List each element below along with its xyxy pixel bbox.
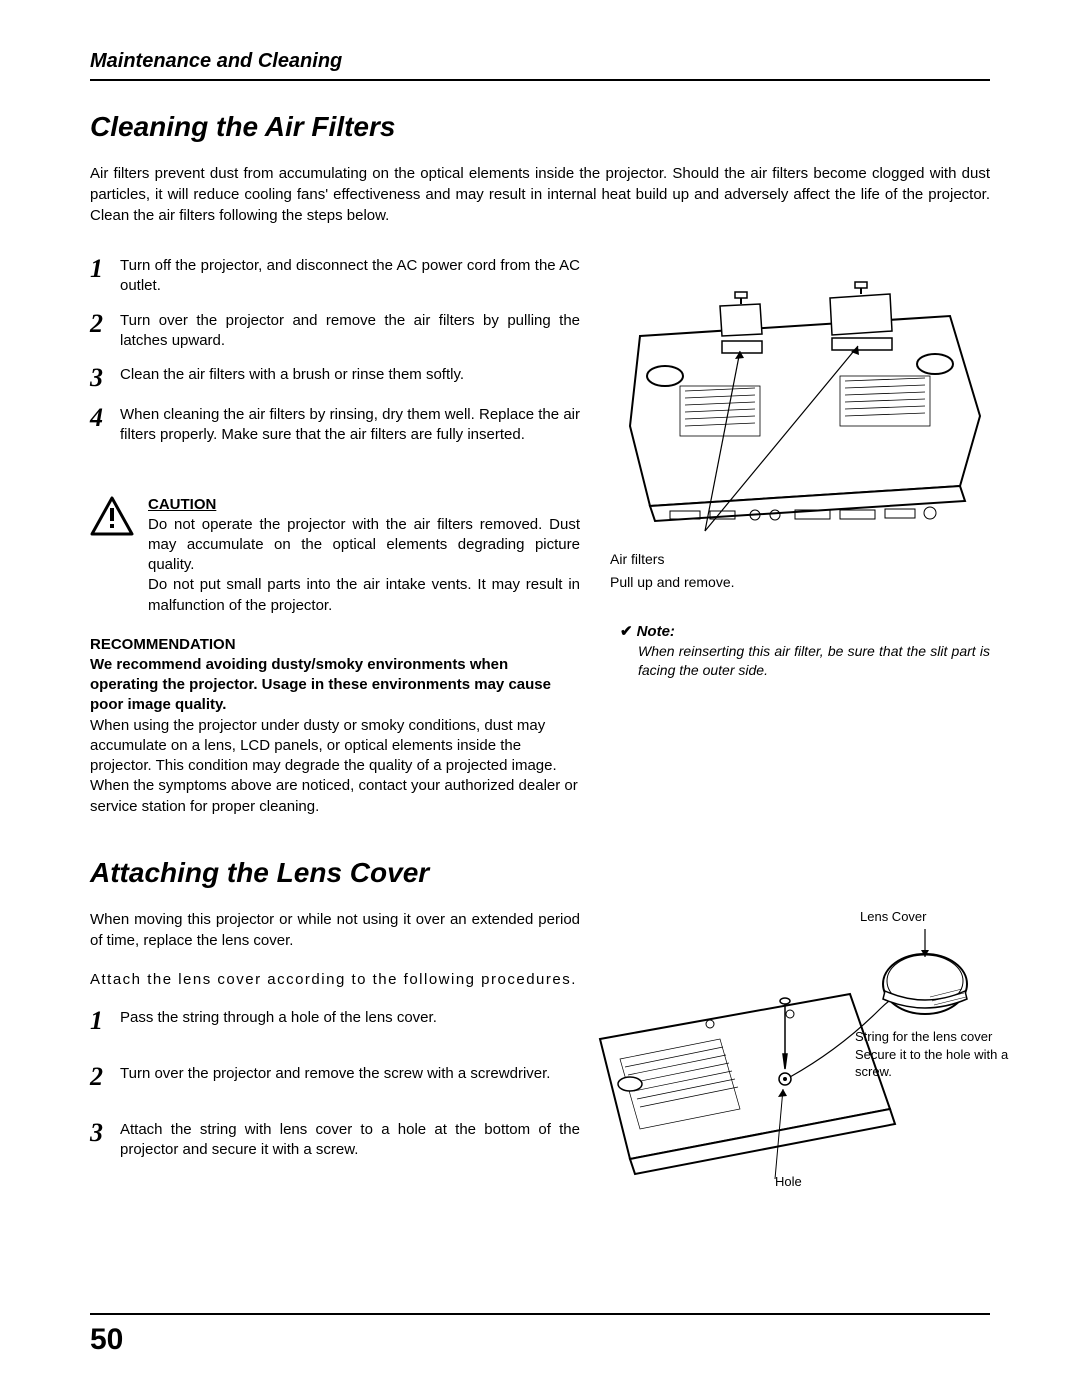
caution-block: CAUTION Do not operate the projector wit… (90, 496, 580, 616)
step2-1: 1 Pass the string through a hole of the … (90, 1008, 580, 1034)
step-text: When cleaning the air filters by rinsing… (120, 405, 580, 446)
step-num: 3 (90, 1120, 120, 1146)
caution-text1: Do not operate the projector with the ai… (148, 515, 580, 576)
step-text: Turn off the projector, and disconnect t… (120, 256, 580, 297)
section2-left: When moving this projector or while not … (90, 909, 580, 1189)
note-block: Note: When reinserting this air filter, … (620, 622, 990, 680)
section1-intro: Air filters prevent dust from accumulati… (90, 163, 990, 226)
recommendation-block: RECOMMENDATION We recommend avoiding dus… (90, 636, 580, 817)
caution-text2: Do not put small parts into the air inta… (148, 575, 580, 616)
step-text: Turn over the projector and remove the s… (120, 1064, 580, 1084)
footer: 50 (90, 1313, 990, 1357)
section1-title: Cleaning the Air Filters (90, 111, 990, 143)
caution-icon (90, 496, 134, 536)
note-text: When reinserting this air filter, be sur… (638, 642, 990, 680)
figure-label-2: Pull up and remove. (610, 573, 990, 592)
figure-label-1: Air filters (610, 550, 990, 569)
step-num: 2 (90, 1064, 120, 1090)
step-1: 1 Turn off the projector, and disconnect… (90, 256, 580, 297)
note-title: Note: (620, 622, 990, 640)
step-num: 4 (90, 405, 120, 431)
step-text: Clean the air filters with a brush or ri… (120, 365, 580, 385)
section2-title: Attaching the Lens Cover (90, 857, 990, 889)
section1-left: 1 Turn off the projector, and disconnect… (90, 256, 580, 817)
section2-columns: When moving this projector or while not … (90, 909, 990, 1189)
step-num: 2 (90, 311, 120, 337)
recommendation-text2: When the symptoms above are noticed, con… (90, 776, 580, 817)
section1-right: Air filters Pull up and remove. Note: Wh… (610, 256, 990, 817)
step-text: Attach the string with lens cover to a h… (120, 1120, 580, 1161)
recommendation-bold: We recommend avoiding dusty/smoky enviro… (90, 655, 580, 716)
caution-content: CAUTION Do not operate the projector wit… (148, 496, 580, 616)
caution-title: CAUTION (148, 496, 580, 513)
page-number: 50 (90, 1323, 990, 1357)
step-3: 3 Clean the air filters with a brush or … (90, 365, 580, 391)
section2-right: Lens Cover String for the lens cover Sec… (610, 909, 990, 1189)
section2-intro2: Attach the lens cover according to the f… (90, 969, 580, 990)
step2-3: 3 Attach the string with lens cover to a… (90, 1120, 580, 1161)
section2-intro1: When moving this projector or while not … (90, 909, 580, 951)
step-2: 2 Turn over the projector and remove the… (90, 311, 580, 352)
section1-columns: 1 Turn off the projector, and disconnect… (90, 256, 990, 817)
step-num: 3 (90, 365, 120, 391)
step2-2: 2 Turn over the projector and remove the… (90, 1064, 580, 1090)
air-filter-figure (610, 256, 990, 546)
step-num: 1 (90, 256, 120, 282)
step-text: Turn over the projector and remove the a… (120, 311, 580, 352)
recommendation-title: RECOMMENDATION (90, 636, 580, 653)
recommendation-text1: When using the projector under dusty or … (90, 716, 580, 777)
step-num: 1 (90, 1008, 120, 1034)
step-4: 4 When cleaning the air filters by rinsi… (90, 405, 580, 446)
lens-cover-figure (590, 909, 1010, 1189)
section-header: Maintenance and Cleaning (90, 50, 990, 81)
step-text: Pass the string through a hole of the le… (120, 1008, 580, 1028)
